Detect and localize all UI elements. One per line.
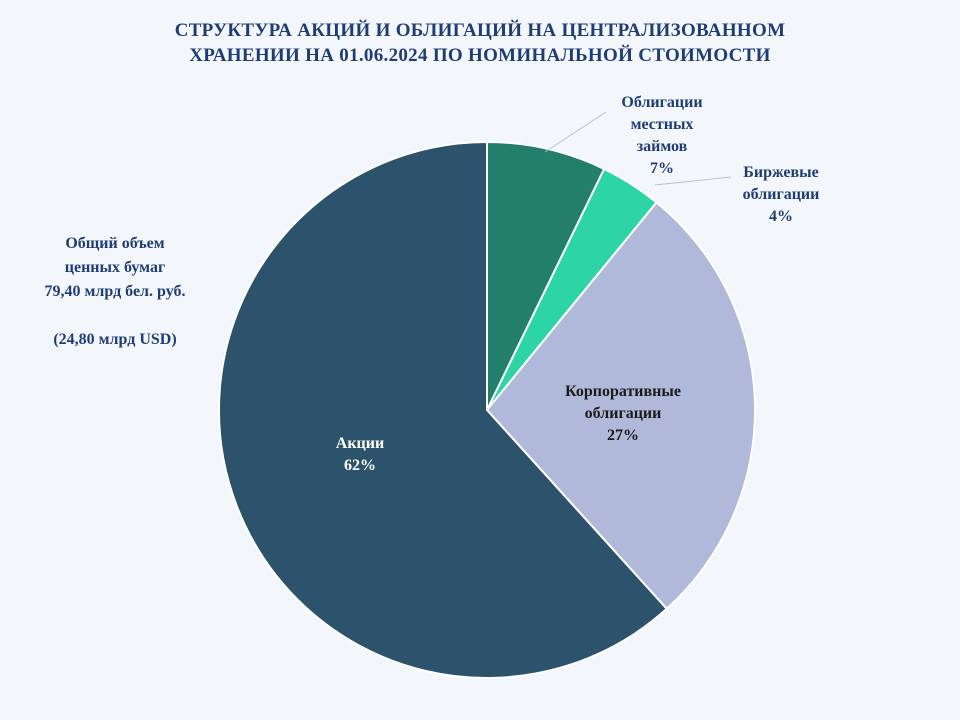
data-label-биржевые-облигации: Биржевые облигации 4% [743, 164, 820, 225]
total-volume-line-3: 79,40 млрд бел. руб. [44, 283, 186, 300]
pie-slice-облигации-местных-займов [486, 140, 606, 411]
total-volume-note: Общий объем ценных бумаг 79,40 млрд бел.… [20, 232, 210, 352]
leader-line-облигации-местных-займов [544, 111, 607, 153]
chart-title: СТРУКТУРА АКЦИЙ И ОБЛИГАЦИЙ НА ЦЕНТРАЛИЗ… [0, 18, 960, 68]
total-volume-usd: (24,80 млрд USD) [53, 331, 177, 348]
data-label-акции: Акции 62% [336, 435, 384, 474]
data-label-облигации-местных-займов: Облигации местных займов 7% [621, 94, 702, 177]
chart-title-line-2: ХРАНЕНИИ НА 01.06.2024 ПО НОМИНАЛЬНОЙ СТ… [189, 45, 771, 66]
pie-slice-акции [218, 140, 669, 679]
total-volume-line-1: Общий объем [65, 235, 165, 252]
pie-slice-корпоративные-облигации [485, 201, 756, 611]
leader-line-биржевые-облигации [654, 176, 732, 186]
data-label-корпоративные-облигации: Корпоративные облигации 27% [565, 383, 681, 444]
chart-title-line-1: СТРУКТУРА АКЦИЙ И ОБЛИГАЦИЙ НА ЦЕНТРАЛИЗ… [174, 20, 786, 41]
total-volume-line-2: ценных бумаг [64, 259, 166, 276]
